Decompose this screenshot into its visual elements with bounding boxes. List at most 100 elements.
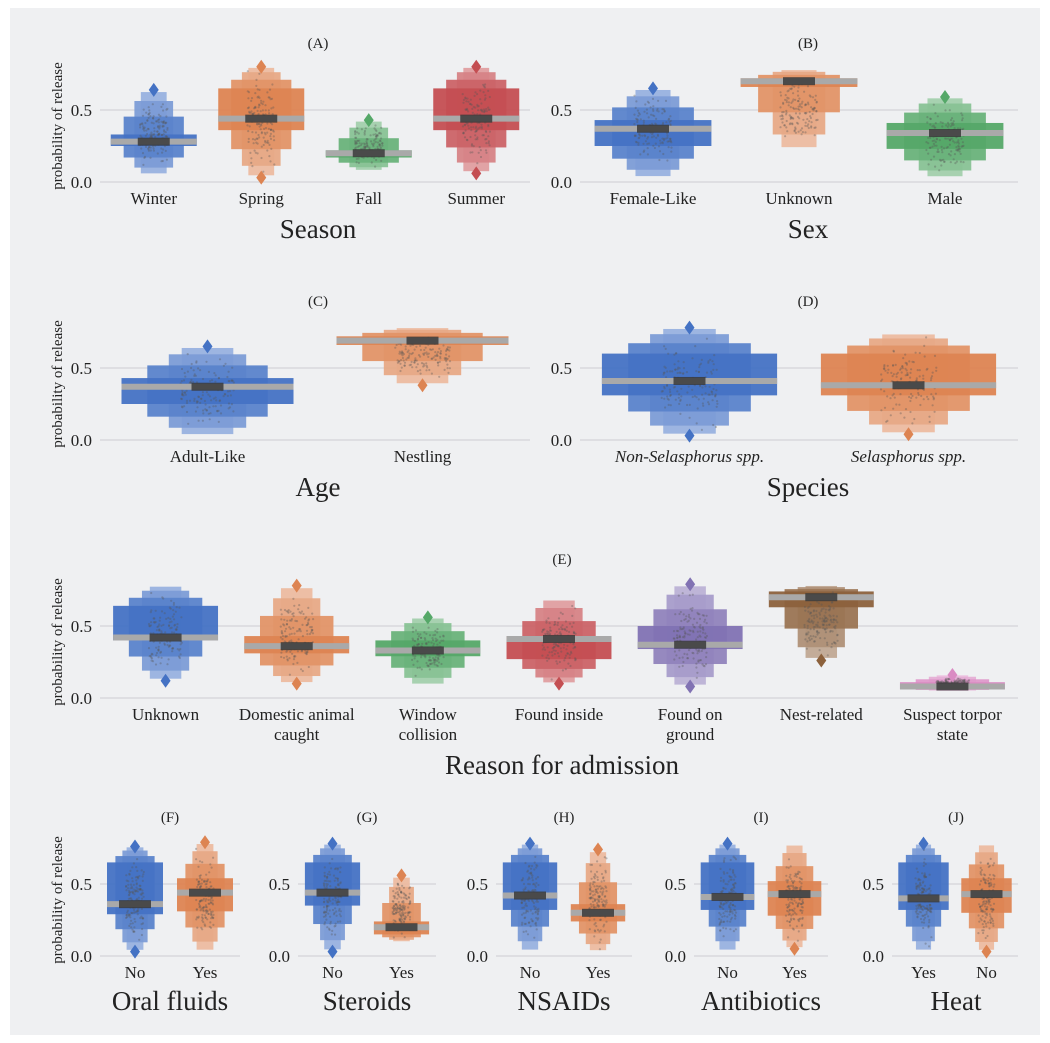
data-point (534, 922, 537, 925)
data-point (163, 130, 166, 133)
data-point (956, 677, 959, 680)
data-point (704, 392, 707, 395)
data-point (134, 876, 138, 879)
data-point (930, 907, 933, 910)
data-point (143, 126, 146, 129)
data-point (800, 905, 803, 909)
data-point (205, 409, 208, 412)
data-point (156, 133, 159, 136)
data-point (488, 144, 491, 147)
data-point (924, 916, 927, 919)
data-point (880, 379, 883, 383)
data-point (474, 138, 477, 141)
outlier-diamond (918, 836, 929, 851)
data-point (419, 369, 422, 372)
data-point (603, 923, 606, 926)
data-point (555, 660, 558, 663)
data-point (696, 636, 699, 639)
data-point (331, 908, 335, 912)
data-point (816, 629, 819, 633)
data-point (336, 868, 339, 871)
data-point (535, 900, 538, 903)
data-point (524, 902, 528, 905)
x-tick-label: Suspect torpor state (903, 705, 1002, 744)
data-point (810, 121, 813, 124)
data-point (923, 887, 926, 891)
data-point (312, 618, 315, 621)
data-point (248, 111, 251, 114)
data-point (267, 96, 270, 99)
data-point (305, 616, 308, 619)
data-point (138, 938, 141, 941)
data-point (909, 410, 912, 414)
data-point (532, 882, 536, 886)
data-point (437, 661, 441, 664)
data-point (729, 903, 732, 906)
data-point (201, 861, 204, 864)
data-point (729, 909, 732, 912)
data-point (298, 611, 301, 614)
data-point (800, 902, 803, 906)
data-point (169, 627, 172, 630)
data-point (785, 111, 788, 114)
data-point (398, 907, 401, 910)
data-point (989, 915, 992, 918)
data-point (398, 911, 401, 914)
data-point (203, 914, 206, 917)
data-point (461, 93, 464, 96)
data-point (983, 878, 986, 881)
data-point (424, 655, 427, 658)
data-point (125, 874, 128, 877)
data-point (914, 351, 917, 354)
data-point (193, 397, 196, 400)
data-point (445, 348, 448, 351)
data-point (922, 905, 926, 908)
data-point (271, 83, 274, 86)
data-point (733, 873, 736, 877)
outlier-diamond (417, 378, 428, 393)
data-point (732, 890, 735, 893)
data-point (932, 103, 935, 106)
data-point (141, 152, 145, 155)
data-point (835, 619, 838, 622)
data-point (981, 903, 985, 906)
data-point (985, 908, 988, 911)
data-point (137, 907, 140, 910)
data-point (813, 617, 816, 620)
data-point (134, 920, 137, 923)
data-point (731, 910, 734, 913)
data-point (667, 398, 670, 401)
data-point (927, 398, 930, 401)
data-point (131, 922, 134, 925)
data-point (600, 880, 603, 883)
data-point (408, 354, 411, 357)
data-point (328, 873, 332, 876)
data-point (487, 123, 490, 126)
data-point (802, 902, 805, 905)
data-point (669, 393, 672, 397)
data-point (697, 660, 700, 663)
data-point (789, 865, 792, 868)
data-point (666, 370, 669, 373)
data-point (797, 94, 800, 97)
data-point (952, 140, 955, 143)
data-point (797, 105, 800, 108)
data-point (569, 650, 573, 653)
data-point (402, 353, 405, 356)
data-point (947, 153, 951, 156)
data-point (483, 98, 486, 101)
data-point (794, 107, 798, 110)
data-point (985, 900, 988, 903)
data-point (172, 601, 175, 605)
data-point (472, 105, 475, 108)
data-point (807, 619, 810, 622)
data-point (943, 160, 946, 163)
data-point (394, 919, 397, 922)
data-point (926, 367, 929, 370)
data-point (956, 148, 959, 151)
data-point (393, 904, 396, 908)
data-point (522, 930, 525, 934)
data-point (801, 917, 804, 921)
data-point (901, 365, 904, 368)
x-axis-label: Steroids (323, 986, 412, 1016)
